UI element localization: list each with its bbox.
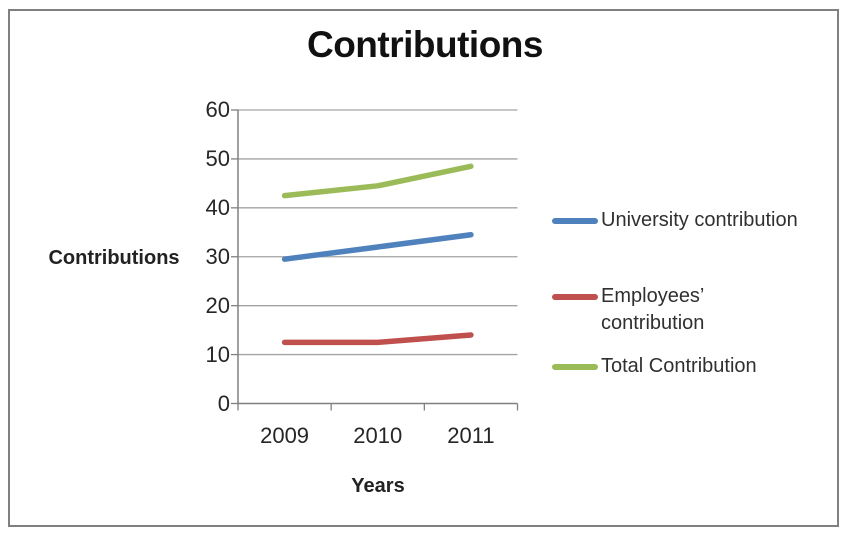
y-axis-title: Contributions [48, 247, 180, 269]
series-line-total-contribution [281, 163, 474, 199]
series-line-employees-contribution [281, 332, 474, 346]
y-tick-label: 40 [205, 194, 230, 220]
series-line-university-contribution [281, 231, 474, 262]
x-axis-title: Years [351, 475, 405, 497]
y-tick-label: 30 [205, 243, 230, 269]
legend-swatch-blue-line [552, 218, 598, 224]
chart-title: Contributions [306, 24, 544, 65]
y-tick-label: 20 [205, 292, 230, 318]
legend-item-total-contribution: Total Contribution [552, 353, 757, 380]
x-tick-label: 2010 [353, 423, 403, 448]
legend-item-employees-contribution: Employees’ contribution [552, 283, 704, 337]
legend-swatch-red-line [552, 294, 598, 300]
legend-label: Total Contribution [601, 355, 757, 377]
legend-label: Employees’ contribution [601, 285, 705, 334]
chart-outer-border [8, 9, 839, 527]
y-tick-label: 60 [205, 97, 230, 122]
x-tick-label: 2009 [260, 423, 310, 448]
y-tick-label: 10 [205, 341, 230, 367]
legend-item-university-contribution: University contribution [552, 207, 798, 234]
legend-label: University contribution [601, 209, 798, 231]
y-tick-label: 50 [205, 145, 230, 171]
y-tick-label: 0 [217, 390, 230, 416]
x-tick-label: 2011 [447, 423, 495, 448]
legend-swatch-green-line [552, 364, 598, 370]
